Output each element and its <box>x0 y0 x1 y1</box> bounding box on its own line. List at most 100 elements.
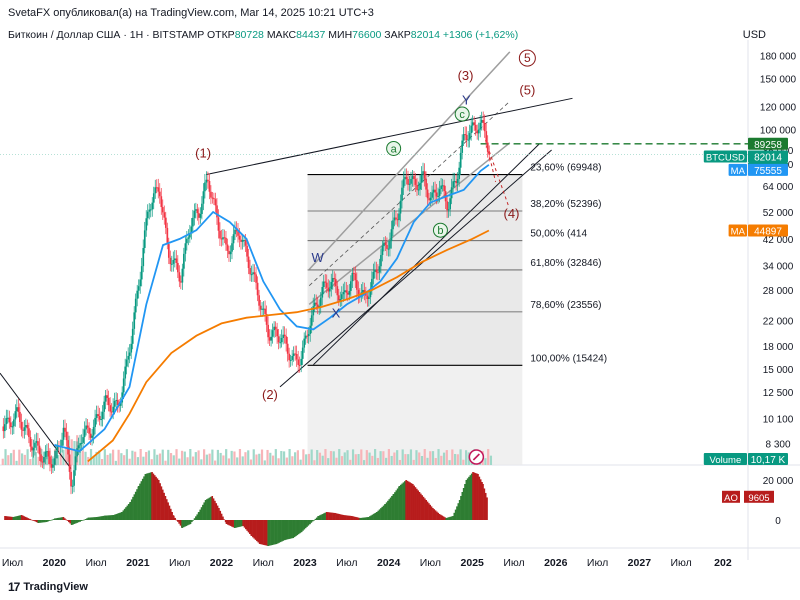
candle-body <box>399 200 402 214</box>
candle-body <box>217 217 220 231</box>
candle-body <box>348 290 351 295</box>
candle-body <box>76 448 78 457</box>
candle-body <box>70 471 72 487</box>
price-label-name: MA <box>731 227 746 238</box>
ao-bar <box>282 520 285 541</box>
ao-bar <box>111 515 113 520</box>
volume-bar <box>420 455 424 465</box>
wave-5-circle <box>518 49 536 67</box>
ao-bar <box>175 519 178 521</box>
ao-bar <box>33 520 35 521</box>
ao-bar <box>199 509 202 520</box>
ao-bar <box>299 520 301 534</box>
candle-body <box>17 407 20 412</box>
ao-bar <box>206 499 208 520</box>
symbol-info-bar: Биткоин / Доллар США · 1Н · BITSTAMP ОТК… <box>8 29 518 41</box>
candle-body <box>14 411 17 420</box>
candle-body <box>121 392 124 403</box>
ao-bar <box>422 496 425 520</box>
ao-bar <box>473 472 476 520</box>
ao-bar <box>203 502 206 520</box>
ao-bar <box>139 483 141 520</box>
ao-bar <box>219 510 222 520</box>
price-axis-tick: 18 000 <box>763 342 794 353</box>
candle-body <box>128 352 131 356</box>
volume-bar <box>29 459 32 465</box>
ao-bar <box>84 519 87 520</box>
ao-bar <box>465 480 468 520</box>
candle-body <box>456 178 459 184</box>
ao-bar <box>68 520 70 523</box>
volume-bar <box>376 457 379 465</box>
candle-body <box>404 176 406 180</box>
volume-bar <box>396 450 399 465</box>
ao-bar <box>141 478 144 520</box>
candle-body <box>20 422 23 430</box>
volume-bar <box>208 453 211 465</box>
price-label-name: BTCUSD <box>706 152 745 163</box>
ao-bar <box>484 492 487 520</box>
ao-bar <box>445 518 448 520</box>
price-label-value: 82014 <box>754 152 782 163</box>
volume-bar <box>142 456 145 465</box>
volume-bar <box>346 450 349 465</box>
candle-body <box>73 470 75 486</box>
candle-body <box>119 402 122 406</box>
ao-bar <box>45 520 48 522</box>
time-axis-tick: Июл <box>670 557 691 569</box>
candle-body <box>488 151 491 155</box>
volume-bar <box>354 454 357 465</box>
candle-body <box>68 454 71 472</box>
time-axis-tick: Июл <box>503 557 524 569</box>
candle-body <box>64 427 66 432</box>
ao-bar <box>112 515 115 520</box>
ao-bar <box>314 518 317 520</box>
candle-body <box>429 197 432 201</box>
fib-level-label: 38,20% (52396) <box>530 199 601 210</box>
ao-bar <box>324 512 326 520</box>
candle-body <box>61 439 63 446</box>
volume-bar <box>368 452 371 465</box>
symbol-title[interactable]: Биткоин / Доллар США · 1Н · BITSTAMP <box>8 29 205 41</box>
ao-bar <box>247 520 250 533</box>
candle-body <box>268 337 271 341</box>
time-axis-tick: Июл <box>336 557 357 569</box>
candle-body <box>142 247 145 267</box>
volume-bar <box>84 451 87 465</box>
volume-bar <box>164 460 167 465</box>
ao-bar <box>100 516 102 520</box>
ao-bar <box>402 482 405 520</box>
high-value: 84437 <box>296 29 326 41</box>
candle-body <box>11 426 14 428</box>
ao-bar <box>55 518 58 520</box>
volume-bar <box>59 453 62 465</box>
ao-bar <box>104 515 107 520</box>
candle-body <box>371 278 373 289</box>
tradingview-logo-icon: 17 <box>8 580 20 594</box>
ao-bar <box>160 486 163 520</box>
candle-body <box>232 234 235 244</box>
volume-bar <box>73 441 76 465</box>
ao-bar <box>102 515 105 520</box>
candle-body <box>413 176 415 180</box>
volume-bar <box>329 451 333 465</box>
ao-bar <box>307 520 310 526</box>
candle-body <box>375 270 378 273</box>
candle-body <box>80 442 83 444</box>
volume-bar <box>67 435 71 465</box>
candle-body <box>464 134 467 136</box>
time-axis-tick: Июл <box>253 557 274 569</box>
candle-body <box>231 243 233 252</box>
candle-body <box>333 278 336 280</box>
candle-body <box>104 395 107 402</box>
currency-label: USD <box>742 29 766 41</box>
ao-bar <box>91 517 94 520</box>
candle-body <box>313 302 316 307</box>
volume-bar <box>407 454 410 465</box>
candle-body <box>103 401 105 412</box>
ao-bar <box>23 516 26 520</box>
candle-body <box>337 295 340 301</box>
ao-bar <box>157 480 160 520</box>
ao-bar <box>340 514 343 520</box>
